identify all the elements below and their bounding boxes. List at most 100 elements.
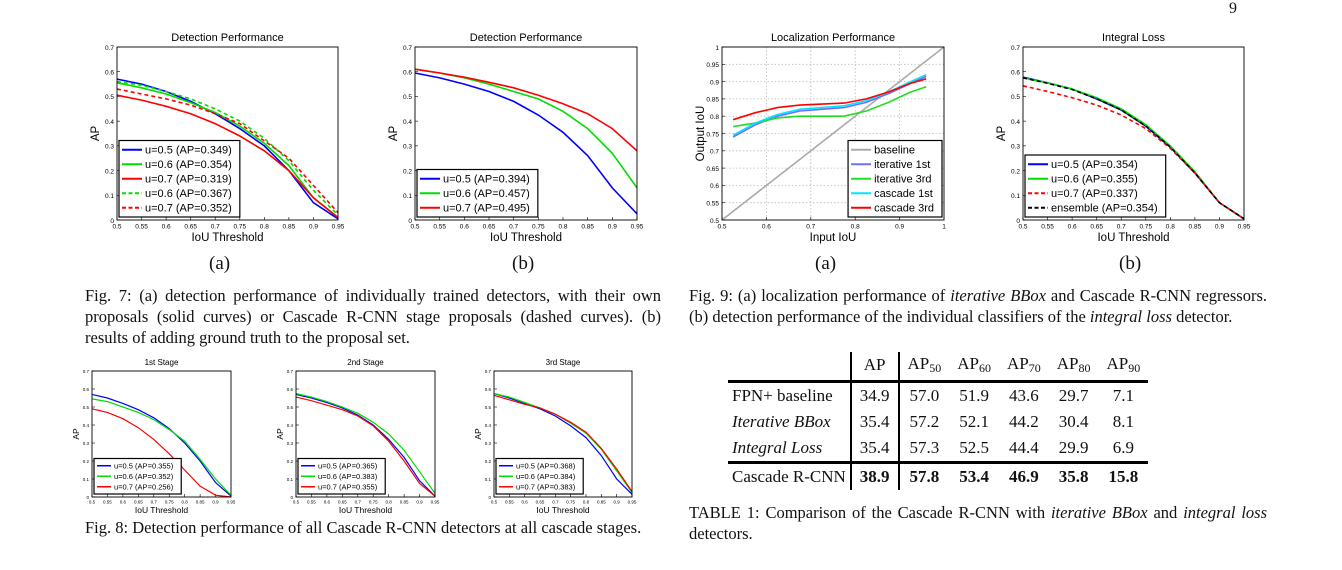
x-tick-label: 0.9 bbox=[212, 500, 219, 505]
chart-fig9a: 0.5 0.6 0.7 0.8 0.9 1 0.5 0.55 0.6 0.65 0.7 0.75 0.8… bbox=[695, 32, 946, 244]
cell: 46.9 bbox=[999, 461, 1049, 490]
y-tick-label: 0.5 bbox=[105, 94, 114, 101]
table1-caption-text: detectors. bbox=[689, 524, 753, 543]
x-tick-label: 0.8 bbox=[558, 224, 567, 231]
series-line bbox=[493, 392, 633, 495]
cell: 29.9 bbox=[1058, 438, 1089, 457]
y-tick-label: 0 bbox=[110, 218, 114, 225]
table-header-cell: AP bbox=[850, 352, 900, 383]
y-tick-label: 0.5 bbox=[710, 218, 719, 225]
series-line bbox=[732, 86, 927, 128]
legend: u=0.5 (AP=0.365) u=0.6 (AP=0.383)u=0.7 (A… bbox=[297, 457, 386, 495]
cell: 34.9 bbox=[850, 381, 900, 409]
x-tick-label: 0.7 bbox=[552, 500, 559, 505]
x-tick-label: 0.6 bbox=[460, 224, 469, 231]
x-tick-label: 0.95 bbox=[332, 224, 345, 231]
y-tick-label: 0.1 bbox=[403, 193, 412, 200]
x-axis-label: IoU Threshold bbox=[339, 505, 393, 515]
y-tick-label: 0.1 bbox=[287, 477, 294, 482]
y-tick-label: 0.3 bbox=[287, 441, 294, 446]
plot-frame bbox=[295, 370, 436, 498]
legend-label: u=0.7 (AP=0.355) bbox=[318, 482, 378, 491]
x-tick-label: 0.5 bbox=[293, 500, 300, 505]
x-tick-label: 0.55 bbox=[307, 500, 316, 505]
plot-frame bbox=[414, 46, 638, 221]
x-tick-label: 0.85 bbox=[196, 500, 205, 505]
x-tick-label: 0.6 bbox=[324, 500, 331, 505]
y-tick-label: 0.7 bbox=[287, 369, 294, 374]
x-tick-label: 0.6 bbox=[120, 500, 127, 505]
x-tick-label: 0.8 bbox=[851, 224, 860, 231]
x-tick-label: 0.8 bbox=[260, 224, 269, 231]
chart-fig8-1: 0.5 0.55 0.6 0.65 0.7 0.75 0.8 0.85 0.9 0.95 0 0.1 0… bbox=[71, 358, 236, 515]
chart-title: 1st Stage bbox=[145, 358, 179, 367]
series-line bbox=[493, 394, 633, 492]
x-tick-label: 0.7 bbox=[806, 224, 815, 231]
series-line bbox=[295, 396, 436, 497]
x-tick-label: 0.9 bbox=[614, 500, 621, 505]
legend-box bbox=[1024, 154, 1167, 218]
x-tick-label: 0.65 bbox=[184, 224, 197, 231]
y-tick-label: 0.4 bbox=[1011, 119, 1020, 126]
fig9-sublabel-a: (a) bbox=[815, 253, 837, 274]
y-tick-label: 0.5 bbox=[287, 405, 294, 410]
x-tick-label: 0.6 bbox=[162, 224, 171, 231]
chart-fig9b: 0.5 0.55 0.6 0.65 0.7 0.75 0.8 0.85 0.9 0.95 0 0.1 0… bbox=[996, 32, 1251, 244]
x-tick-label: 0.7 bbox=[1117, 224, 1126, 231]
legend-label: u=0.5 (AP=0.354) bbox=[1051, 159, 1138, 171]
y-tick-label: 0.3 bbox=[83, 441, 90, 446]
table1-caption-text: and bbox=[1147, 503, 1184, 522]
x-tick-label: 0.65 bbox=[536, 500, 545, 505]
legend-label: u=0.6 (AP=0.367) bbox=[145, 188, 232, 200]
x-tick-label: 0.9 bbox=[1215, 224, 1224, 231]
x-tick-label: 0.7 bbox=[211, 224, 220, 231]
x-axis-label: IoU Threshold bbox=[536, 505, 590, 515]
page-number: 9 bbox=[1229, 0, 1237, 17]
table-header-cell: AP60 bbox=[949, 352, 999, 383]
y-tick-label: 0.6 bbox=[287, 387, 294, 392]
row-label: FPN+ baseline bbox=[728, 381, 852, 409]
legend: u=0.5 (AP=0.349) u=0.6 (AP=0.354) u=0.7 (A… bbox=[118, 139, 241, 218]
table1-caption-italic: integral loss bbox=[1183, 503, 1267, 522]
legend-label: cascade 1st bbox=[874, 188, 933, 200]
legend-label: u=0.6 (AP=0.354) bbox=[145, 159, 232, 171]
x-tick-label: 0.85 bbox=[581, 224, 594, 231]
results-table: AP AP50 AP60 AP70 AP80 AP90 FPN+ baselin… bbox=[728, 352, 1149, 490]
y-tick-label: 0.1 bbox=[1011, 193, 1020, 200]
y-tick-label: 0.5 bbox=[485, 405, 492, 410]
table-header-cell: AP80 bbox=[1048, 352, 1099, 383]
x-tick-label: 0.8 bbox=[1166, 224, 1175, 231]
x-tick-label: 0.65 bbox=[483, 224, 496, 231]
y-axis-label: AP bbox=[90, 126, 102, 142]
legend-label: ensemble (AP=0.354) bbox=[1051, 203, 1158, 215]
x-tick-label: 0.75 bbox=[369, 500, 378, 505]
x-tick-label: 0.7 bbox=[509, 224, 518, 231]
y-axis-label: AP bbox=[388, 126, 400, 142]
fig9-caption-italic: iterative BBox bbox=[950, 286, 1046, 305]
series-line bbox=[91, 408, 232, 498]
legend: u=0.5 (AP=0.368) u=0.6 (AP=0.384)u=0.7 (A… bbox=[495, 457, 584, 495]
cell: 57.2 bbox=[909, 412, 940, 431]
plot-frame bbox=[493, 370, 633, 498]
plot-frame bbox=[721, 46, 945, 221]
x-tick-label: 0.5 bbox=[1018, 224, 1027, 231]
x-axis-label: Input IoU bbox=[810, 232, 857, 244]
x-tick-label: 0.7 bbox=[355, 500, 362, 505]
x-tick-label: 0.6 bbox=[762, 224, 771, 231]
y-tick-label: 0.4 bbox=[485, 423, 492, 428]
x-tick-label: 0.85 bbox=[597, 500, 606, 505]
legend-label: cascade 3rd bbox=[874, 203, 934, 215]
y-tick-label: 0.55 bbox=[706, 200, 719, 207]
y-tick-label: 0.9 bbox=[710, 79, 719, 86]
x-tick-label: 0.55 bbox=[433, 224, 446, 231]
fig8-caption: Fig. 8: Detection performance of all Cas… bbox=[85, 518, 642, 537]
x-tick-label: 0.95 bbox=[631, 224, 644, 231]
cell: 7.1 bbox=[1112, 386, 1134, 405]
series-line bbox=[116, 88, 339, 214]
chart-title: 2nd Stage bbox=[347, 358, 384, 367]
legend-label: iterative 3rd bbox=[874, 174, 931, 186]
cell: 35.4 bbox=[850, 409, 900, 435]
x-tick-label: 0.75 bbox=[566, 500, 575, 505]
